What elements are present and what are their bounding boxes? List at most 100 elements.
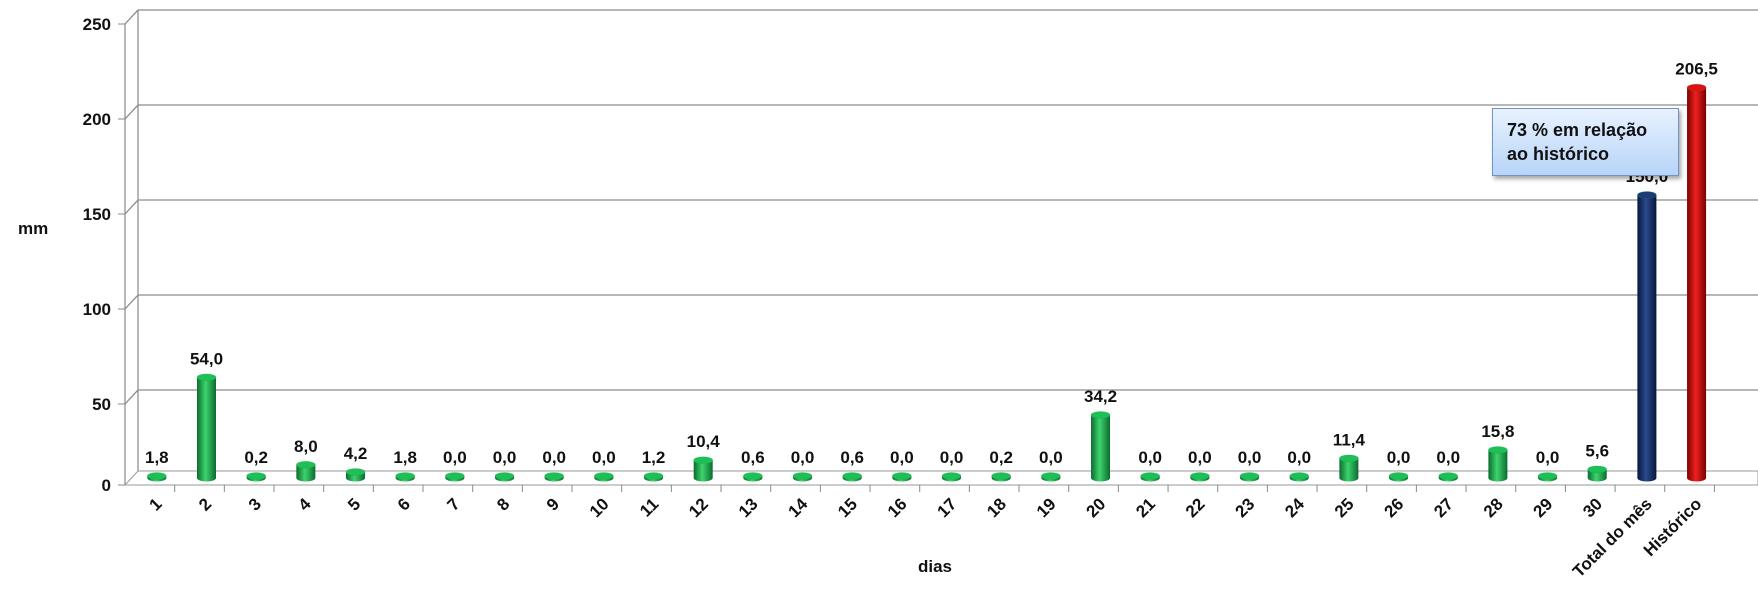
data-label: 0,0	[1536, 448, 1560, 467]
bar-top	[146, 472, 167, 480]
bar-top	[246, 472, 267, 480]
bar-top	[1636, 191, 1657, 199]
percentage-callout: 73 % em relação ao histórico	[1492, 108, 1679, 176]
bar-top	[1289, 472, 1310, 480]
x-tick-label: 16	[884, 494, 911, 521]
y-tick-label: 0	[102, 476, 111, 495]
bar-histórico	[1686, 83, 1707, 482]
bar-top	[1040, 472, 1061, 480]
bar-body	[1637, 195, 1657, 482]
bar-top	[693, 456, 714, 465]
gridlines	[123, 9, 1758, 486]
bar-top	[444, 472, 465, 480]
x-tick-label: 4	[295, 494, 316, 515]
x-tick-label: 18	[983, 494, 1010, 521]
data-label: 4,2	[344, 444, 368, 463]
data-label: 11,4	[1333, 430, 1366, 449]
data-label: 0,0	[1039, 448, 1063, 467]
x-tick-label: 11	[636, 494, 662, 520]
bar-7	[444, 472, 465, 482]
data-label: 0,2	[989, 448, 1013, 467]
bar-top	[494, 472, 515, 480]
x-tick-label: 22	[1182, 494, 1209, 521]
bar-top	[1587, 465, 1608, 474]
bar-top	[295, 460, 316, 469]
x-tick-label: 26	[1381, 494, 1408, 521]
data-label: 1,2	[642, 448, 666, 467]
x-tick-label: 2	[195, 494, 215, 514]
bar-top	[891, 472, 912, 480]
x-tick-label: 3	[245, 494, 265, 514]
bar-3	[246, 472, 267, 482]
bar-18	[991, 472, 1012, 482]
gridline	[124, 294, 1758, 310]
y-tick-label: 200	[83, 110, 111, 129]
x-tick-label: 27	[1430, 494, 1457, 521]
bar-top	[1140, 472, 1161, 480]
bar-top	[1686, 83, 1707, 92]
gridline	[124, 389, 1758, 405]
bar-15	[842, 472, 863, 482]
x-tick-label: 21	[1132, 494, 1159, 521]
data-label: 0,0	[592, 448, 616, 467]
x-tick-label: 7	[444, 494, 464, 514]
bar-body	[1091, 415, 1111, 482]
bar-top	[395, 472, 416, 480]
bar-9	[544, 472, 565, 482]
bar-28	[1487, 445, 1508, 482]
bar-top	[1189, 472, 1210, 480]
x-tick-label: 17	[934, 494, 961, 521]
bar-14	[792, 472, 813, 482]
y-tick-label: 50	[92, 395, 111, 414]
bar-top	[742, 472, 763, 480]
bar-top	[1487, 445, 1508, 454]
data-labels: 1,8 54,0 0,2 8,0 4,2 1,8 0,0 0,0 0,0 0,0 1,2 10,4 0,…	[145, 60, 1718, 467]
data-label: 15,8	[1481, 422, 1514, 441]
bar-2	[196, 373, 217, 482]
data-label: 5,6	[1585, 441, 1609, 460]
bar-top	[593, 472, 614, 480]
x-tick-label: 14	[785, 494, 812, 521]
bar-11	[643, 472, 664, 482]
data-label: 0,6	[741, 448, 765, 467]
bar-top	[544, 472, 565, 480]
bar-body	[693, 460, 713, 482]
gridline	[124, 9, 1758, 25]
data-label: 0,0	[1188, 448, 1212, 467]
data-label: 0,2	[244, 448, 268, 467]
bar-body	[1339, 458, 1359, 482]
bar-top	[1537, 472, 1558, 480]
x-tick-label: 15	[834, 494, 861, 521]
data-label: 0,0	[493, 448, 517, 467]
x-tick-label: 12	[685, 494, 712, 521]
bar-body	[1687, 87, 1707, 482]
data-label: 34,2	[1084, 387, 1117, 406]
data-label: 0,0	[1436, 448, 1460, 467]
bar-top	[1438, 472, 1459, 480]
bar-top	[941, 472, 962, 480]
bar-24	[1289, 472, 1310, 482]
y-tick-label: 250	[83, 15, 111, 34]
bars	[146, 83, 1707, 482]
data-label: 0,0	[890, 448, 914, 467]
bar-top	[991, 472, 1012, 480]
bar-27	[1438, 472, 1459, 482]
data-label: 0,0	[542, 448, 566, 467]
bar-1	[146, 472, 167, 482]
x-tick-label: 23	[1232, 494, 1259, 521]
bar-top	[643, 472, 664, 480]
x-tick-label: 24	[1281, 494, 1308, 521]
data-label: 8,0	[294, 437, 318, 456]
bar-23	[1239, 472, 1260, 482]
bar-4	[295, 460, 316, 482]
x-axis-title: dias	[918, 557, 952, 576]
x-tick-label: 10	[586, 494, 613, 521]
bar-22	[1189, 472, 1210, 482]
bar-19	[1040, 472, 1061, 482]
data-label: 0,0	[1138, 448, 1162, 467]
y-tick-label: 150	[83, 205, 111, 224]
bar-13	[742, 472, 763, 482]
bar-6	[395, 472, 416, 482]
gridline	[124, 104, 1758, 120]
